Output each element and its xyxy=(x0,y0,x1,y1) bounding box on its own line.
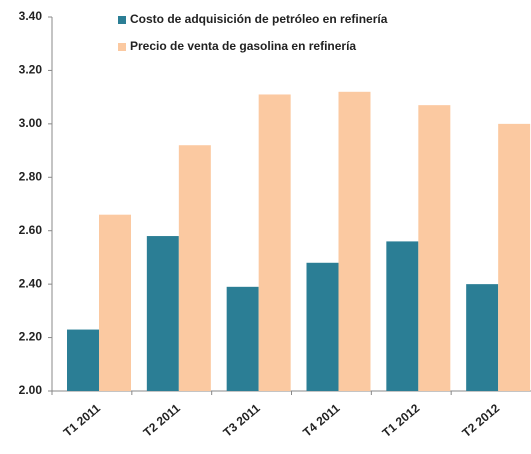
bar xyxy=(226,286,259,391)
legend-label: Precio de venta de gasolina en refinería xyxy=(130,39,356,53)
x-tick-label: T4 2011 xyxy=(300,401,342,440)
bar xyxy=(306,262,339,391)
y-tick-label: 2.80 xyxy=(19,169,43,183)
legend-swatch xyxy=(118,43,126,51)
y-tick-label: 2.60 xyxy=(19,223,43,237)
y-tick-label: 3.40 xyxy=(19,9,43,23)
bar xyxy=(67,329,99,391)
y-tick-label: 2.40 xyxy=(19,276,43,290)
bar xyxy=(418,105,451,392)
legend-label: Costo de adquisición de petróleo en refi… xyxy=(130,12,388,26)
x-tick-label: T1 2012 xyxy=(380,401,423,440)
y-tick-label: 2.20 xyxy=(19,330,43,344)
bar xyxy=(178,145,211,391)
bar xyxy=(258,94,291,391)
y-tick-label: 3.20 xyxy=(19,63,43,77)
y-tick-label: 3.00 xyxy=(19,116,43,130)
x-tick-label: T1 2011 xyxy=(61,401,103,440)
x-tick-label: T2 2012 xyxy=(459,401,502,440)
bar xyxy=(498,123,531,391)
legend-swatch xyxy=(118,16,126,24)
bar xyxy=(386,241,419,391)
y-tick-label: 2.00 xyxy=(19,383,43,397)
bar xyxy=(338,91,371,392)
bar xyxy=(466,284,499,391)
x-tick-label: T3 2011 xyxy=(220,401,262,440)
bar xyxy=(146,236,179,391)
bar xyxy=(99,214,131,391)
x-tick-label: T2 2011 xyxy=(141,401,183,440)
